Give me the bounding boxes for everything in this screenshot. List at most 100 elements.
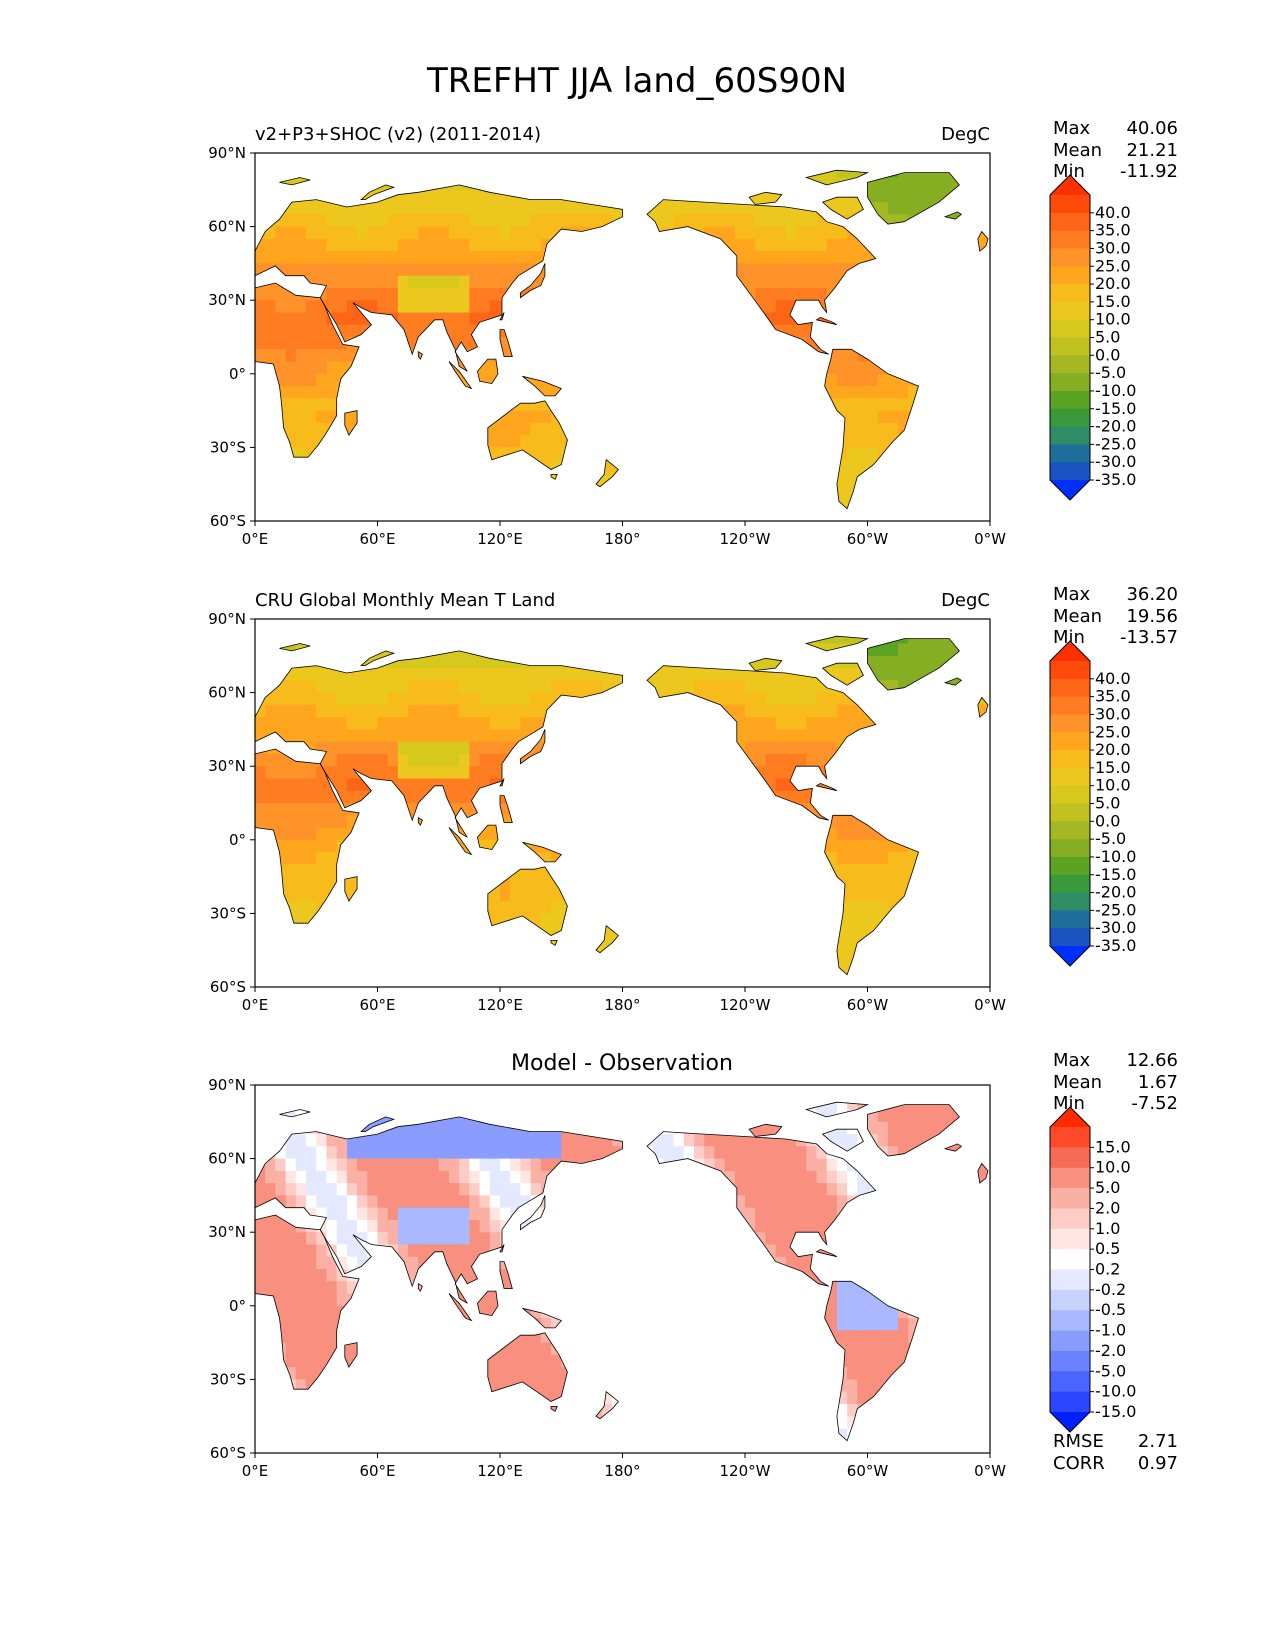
field-cell <box>704 312 715 326</box>
field-cell <box>714 422 726 436</box>
field-cell <box>469 251 481 264</box>
field-cell <box>489 962 501 975</box>
field-cell <box>908 324 920 338</box>
field-cell <box>275 803 287 816</box>
field-cell <box>449 300 460 314</box>
field-cell <box>908 803 920 816</box>
field-cell <box>255 410 266 424</box>
field-cell <box>530 962 542 975</box>
field-cell <box>734 373 746 387</box>
field-cell <box>734 287 746 301</box>
field-cell <box>724 312 736 326</box>
field-cell <box>663 287 675 301</box>
field-cell <box>704 937 715 951</box>
field-cell <box>500 636 511 645</box>
field-cell <box>877 496 889 509</box>
field-cell <box>387 398 399 412</box>
field-cell <box>489 729 501 743</box>
field-cell <box>418 398 430 412</box>
field-cell <box>939 202 950 215</box>
field-cell <box>877 251 889 264</box>
field-cell <box>418 876 430 890</box>
field-cell <box>775 668 787 681</box>
coastline-uk <box>977 230 989 252</box>
field-cell <box>694 447 705 461</box>
field-cell <box>591 852 603 865</box>
field-cell <box>459 937 470 951</box>
field-cell <box>285 1195 297 1209</box>
field-cell <box>306 1416 317 1430</box>
field-cell <box>591 766 603 780</box>
field-cell <box>908 189 920 203</box>
field-cell <box>275 202 287 215</box>
field-cell <box>316 1232 328 1246</box>
field-cell <box>653 815 664 829</box>
field-cell <box>939 778 950 792</box>
field-cell <box>806 202 818 215</box>
field-cell <box>265 668 276 681</box>
field-cell <box>295 422 307 436</box>
field-cell <box>898 636 909 645</box>
field-cell <box>439 153 450 166</box>
field-cell <box>336 386 348 399</box>
field-cell <box>551 312 562 326</box>
field-cell <box>530 790 542 804</box>
field-cell <box>806 692 818 706</box>
x-tick-label: 0°W <box>974 996 1006 1014</box>
field-cell <box>591 901 603 914</box>
field-cell <box>714 803 726 816</box>
field-cell <box>449 864 460 878</box>
field-cell <box>490 975 501 988</box>
field-cell <box>479 337 491 350</box>
field-cell <box>673 680 685 694</box>
field-cell <box>898 435 909 448</box>
field-cell <box>316 214 328 228</box>
field-cell <box>326 410 338 424</box>
field-cell <box>826 226 838 240</box>
field-cell <box>540 398 552 412</box>
field-cell <box>346 655 358 669</box>
field-cell <box>908 888 920 902</box>
field-cell <box>367 1305 379 1319</box>
field-cell <box>397 300 409 314</box>
field-cell <box>418 704 430 718</box>
field-cell <box>908 509 919 522</box>
field-cell <box>551 815 562 829</box>
field-cell <box>949 484 960 498</box>
field-cell <box>295 937 307 951</box>
field-cell <box>428 925 440 939</box>
field-cell <box>479 386 491 399</box>
field-cell <box>255 619 266 632</box>
field-cell <box>745 790 756 804</box>
field-cell <box>857 410 869 424</box>
field-cell <box>653 275 664 289</box>
field-cell <box>428 459 440 473</box>
field-cell <box>490 619 501 632</box>
field-cell <box>694 422 705 436</box>
field-cell <box>418 950 430 964</box>
field-cell <box>632 643 644 657</box>
colorbar-label: -10.0 <box>1095 381 1136 400</box>
field-cell <box>397 1109 409 1123</box>
field-cell <box>326 876 338 890</box>
field-cell <box>826 888 838 902</box>
field-cell <box>285 888 297 902</box>
field-cell <box>449 766 460 780</box>
field-cell <box>867 337 879 350</box>
field-cell <box>918 913 930 927</box>
field-cell <box>357 1330 368 1344</box>
field-cell <box>357 496 368 509</box>
field-cell <box>908 300 920 314</box>
field-cell <box>459 153 470 166</box>
field-cell <box>387 1256 399 1270</box>
field-cell <box>387 386 399 399</box>
field-cell <box>663 275 675 289</box>
field-cell <box>306 459 317 473</box>
field-cell <box>602 901 613 914</box>
field-cell <box>918 839 930 853</box>
field-cell <box>928 937 940 951</box>
field-cell <box>296 153 307 166</box>
field-cell <box>449 349 460 363</box>
field-cell <box>632 864 644 878</box>
field-cell <box>540 312 552 326</box>
